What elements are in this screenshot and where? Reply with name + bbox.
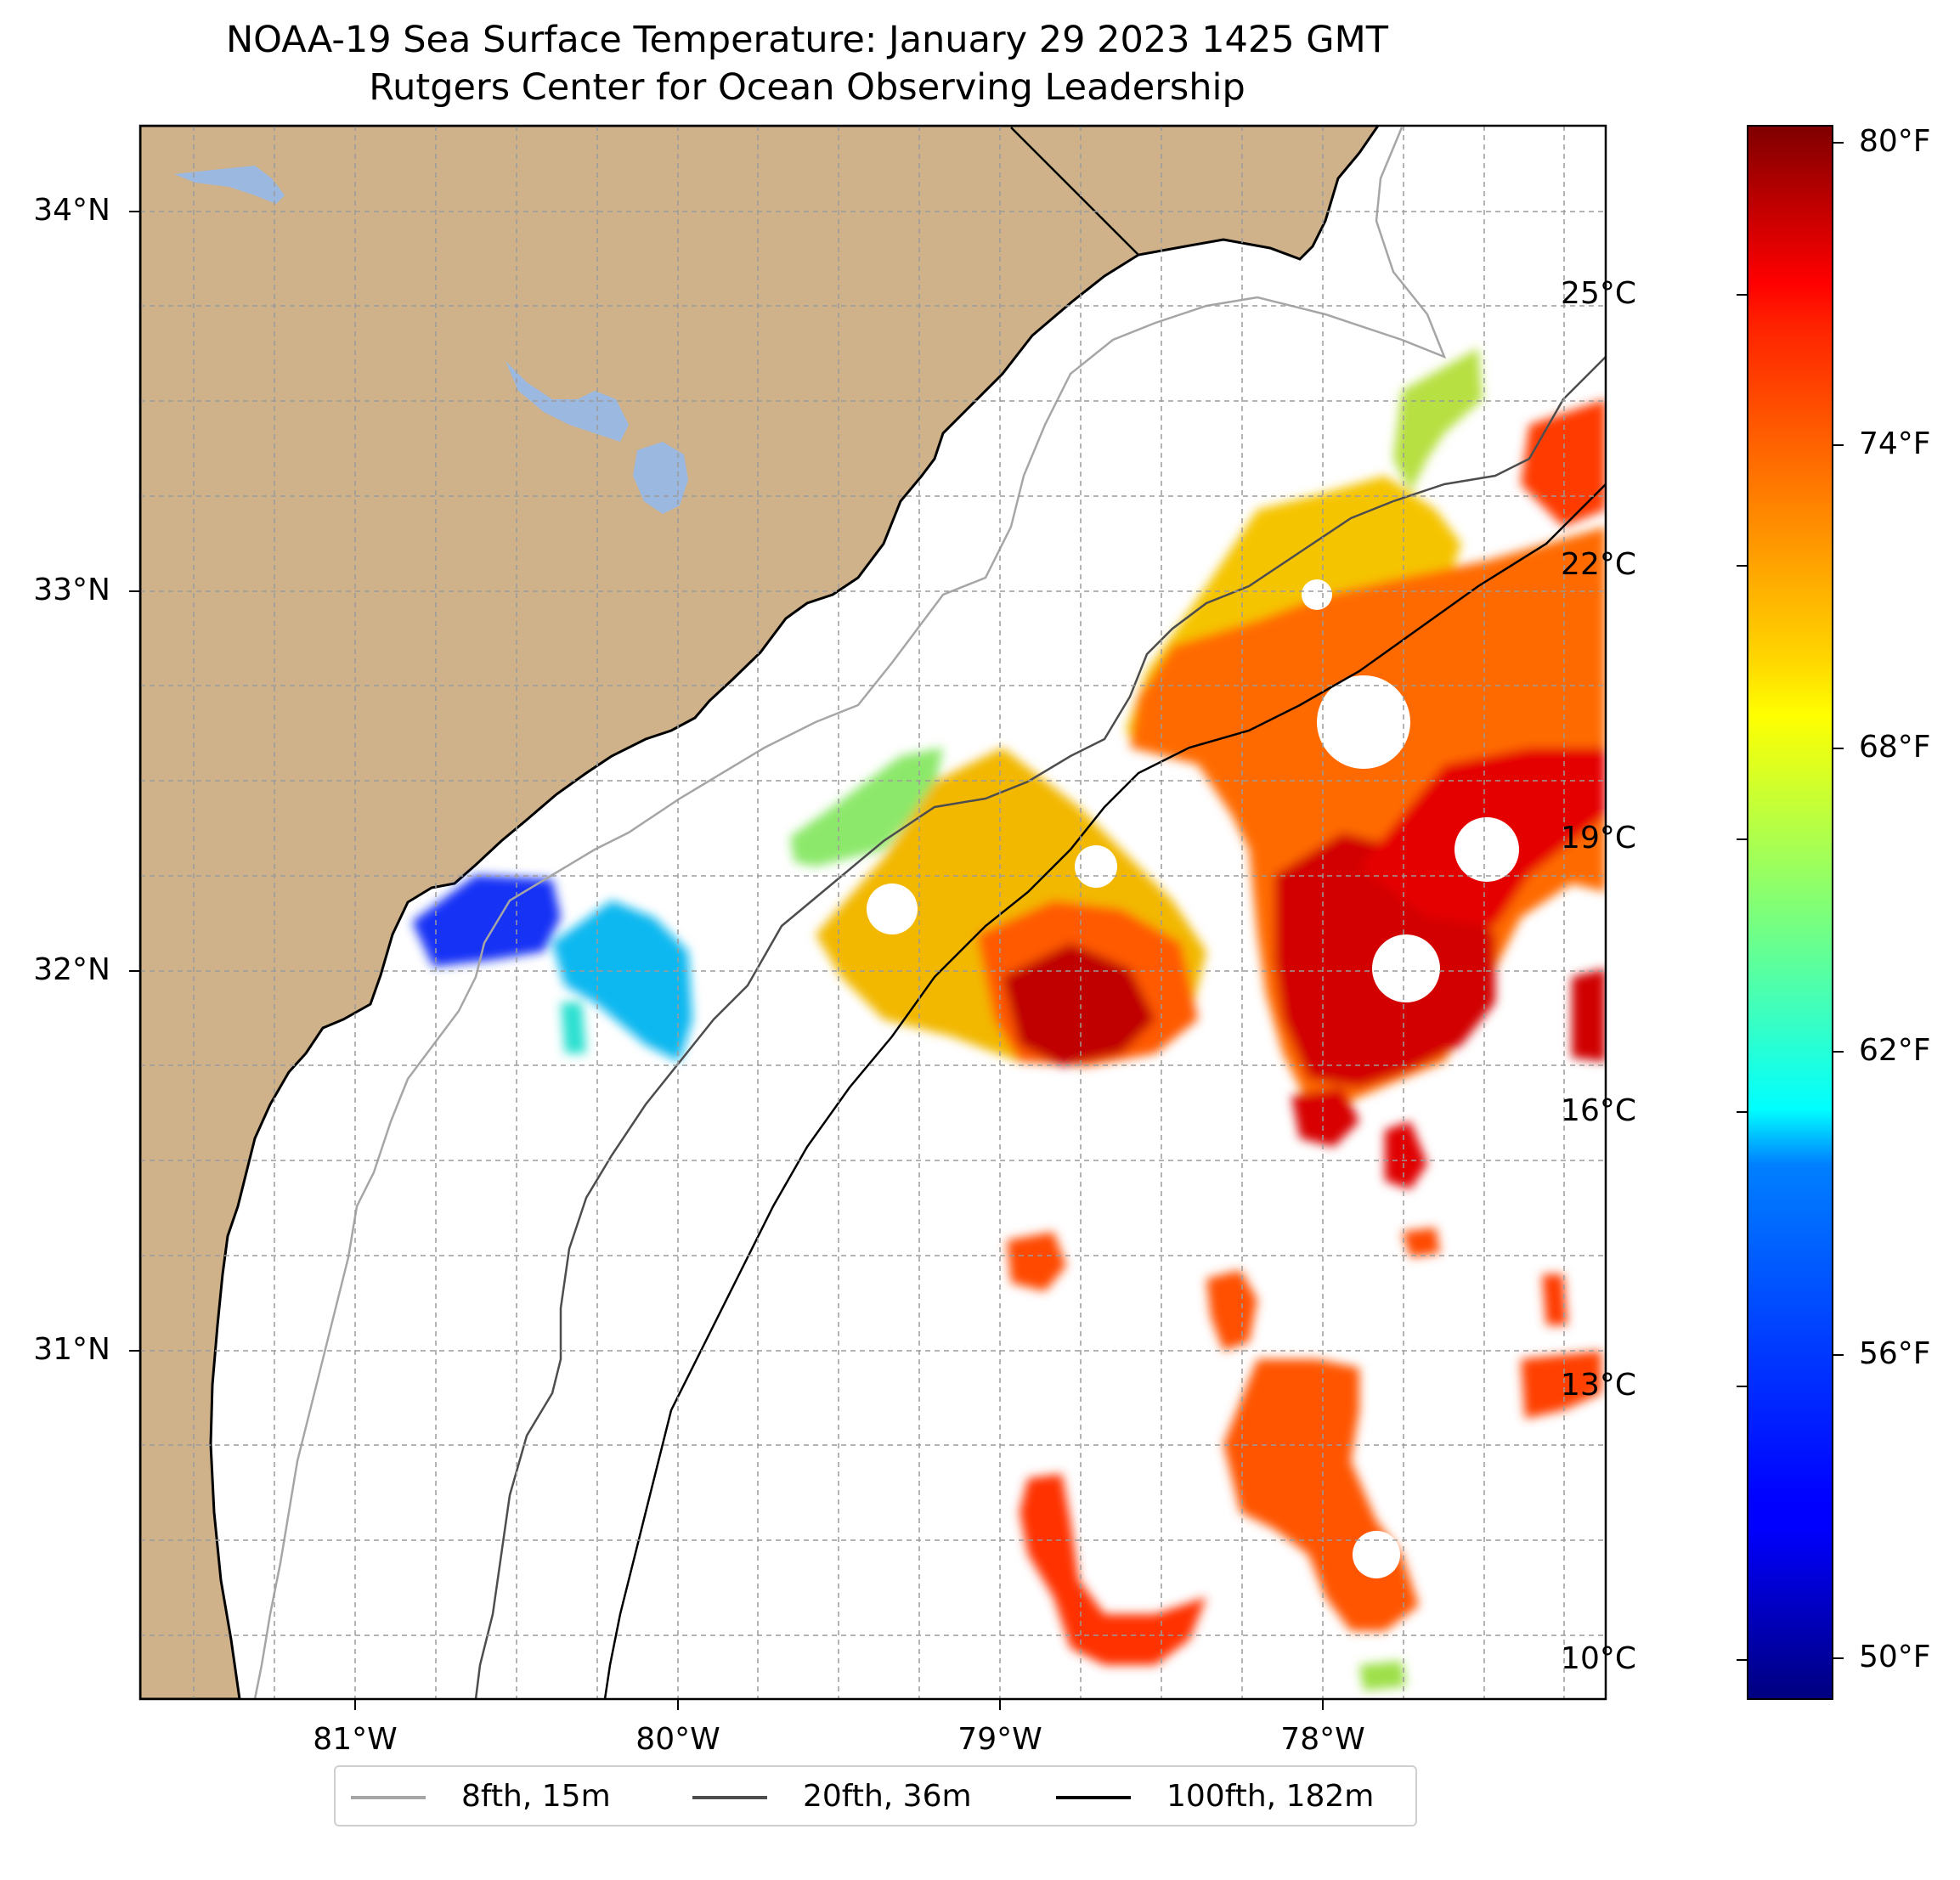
colorbar-celsius-label: 25°C <box>1561 276 1636 311</box>
lat-tick-label: 34°N <box>33 193 110 228</box>
isobath-15m <box>253 127 1447 1699</box>
colorbar-fahrenheit-label: 62°F <box>1859 1033 1931 1068</box>
colorbar-fahrenheit-label: 74°F <box>1859 426 1931 461</box>
chart-subtitle: Rutgers Center for Ocean Observing Leade… <box>369 66 1245 109</box>
colorbar-celsius-label: 10°C <box>1561 1641 1636 1676</box>
lon-tick-label: 80°W <box>635 1722 720 1757</box>
colorbar <box>1747 125 1833 1700</box>
legend-swatch <box>351 1796 426 1799</box>
lon-tick-label: 79°W <box>957 1722 1042 1757</box>
lake <box>506 361 629 442</box>
colorbar-ticks <box>1737 142 1844 1661</box>
colorbar-celsius-label: 16°C <box>1561 1093 1636 1128</box>
cloud-gaps <box>867 579 1519 1578</box>
lat-tick-label: 31°N <box>33 1332 110 1367</box>
legend-swatch <box>692 1796 767 1799</box>
legend: 8fth, 15m 20fth, 36m 100fth, 182m <box>334 1765 1417 1826</box>
lat-tick-label: 32°N <box>33 952 110 987</box>
axis-ticks <box>129 211 1324 1710</box>
colorbar-celsius-label: 22°C <box>1561 547 1636 582</box>
legend-label: 100fth, 182m <box>1166 1779 1375 1814</box>
legend-swatch <box>1056 1796 1131 1799</box>
isobath-36m <box>474 356 1606 1699</box>
colorbar-fahrenheit-label: 56°F <box>1859 1336 1931 1371</box>
colorbar-fahrenheit-label: 50°F <box>1859 1640 1931 1674</box>
colorbar-celsius-label: 13°C <box>1561 1368 1636 1403</box>
chart-title: NOAA-19 Sea Surface Temperature: January… <box>226 19 1388 61</box>
colorbar-fahrenheit-label: 80°F <box>1859 124 1931 159</box>
lon-tick-label: 81°W <box>313 1722 398 1757</box>
lake <box>174 166 285 204</box>
map-frame <box>138 124 1607 1701</box>
colorbar-fahrenheit-label: 68°F <box>1859 730 1931 765</box>
lat-tick-label: 33°N <box>33 573 110 607</box>
gridlines <box>140 126 1606 1699</box>
lon-tick-label: 78°W <box>1280 1722 1365 1757</box>
colorbar-celsius-label: 19°C <box>1561 821 1636 855</box>
state-border <box>1010 127 1139 256</box>
map-panel <box>140 126 1606 1699</box>
land-area <box>140 126 1380 1699</box>
isobath-182m <box>603 483 1606 1699</box>
legend-label: 8fth, 15m <box>461 1779 611 1814</box>
legend-label: 20fth, 36m <box>803 1779 972 1814</box>
